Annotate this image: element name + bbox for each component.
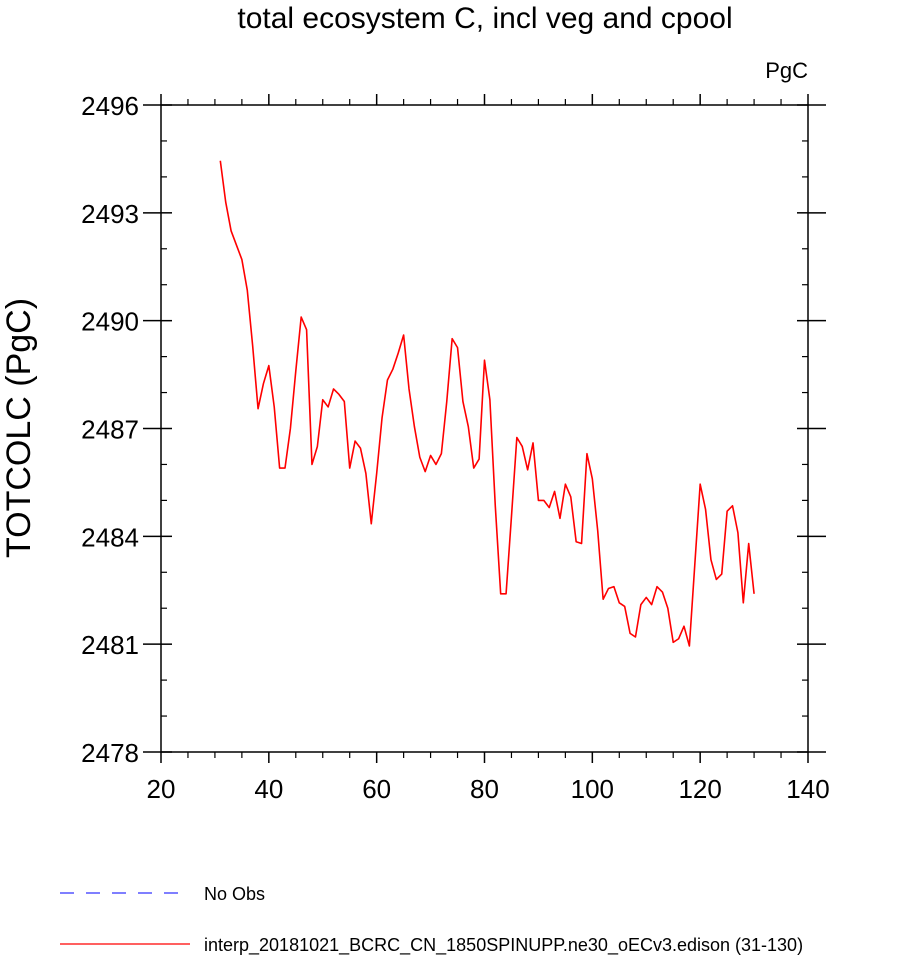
series-group [219, 160, 755, 647]
legend: No Obs interp_20181021_BCRC_CN_1850SPINU… [60, 884, 803, 956]
x-tick-label: 60 [362, 774, 391, 804]
x-tick-label: 20 [147, 774, 176, 804]
y-tick-label: 2487 [81, 415, 139, 445]
units-label: PgC [765, 58, 808, 83]
x-tick-label: 100 [571, 774, 614, 804]
plot-frame [160, 104, 809, 753]
y-tick-label: 2496 [81, 91, 139, 121]
x-tick-label: 120 [678, 774, 721, 804]
y-tick-label: 2478 [81, 738, 139, 768]
legend-label-model-run: interp_20181021_BCRC_CN_1850SPINUPP.ne30… [204, 935, 803, 956]
x-tick-label: 80 [470, 774, 499, 804]
axes-ticks: 20 40 60 80 100 120 140 2478 2481 2484 2487 2490 249… [81, 91, 830, 804]
x-tick-label: 140 [786, 774, 829, 804]
series-line-1 [219, 160, 755, 647]
x-tick-label: 40 [254, 774, 283, 804]
chart-title: total ecosystem C, incl veg and cpool [237, 2, 732, 35]
y-axis-label: TOTCOLC (PgC) [0, 298, 38, 558]
legend-label-no-obs: No Obs [204, 884, 265, 904]
y-tick-label: 2484 [81, 522, 139, 552]
y-tick-label: 2481 [81, 630, 139, 660]
y-tick-label: 2490 [81, 307, 139, 337]
y-tick-label: 2493 [81, 199, 139, 229]
